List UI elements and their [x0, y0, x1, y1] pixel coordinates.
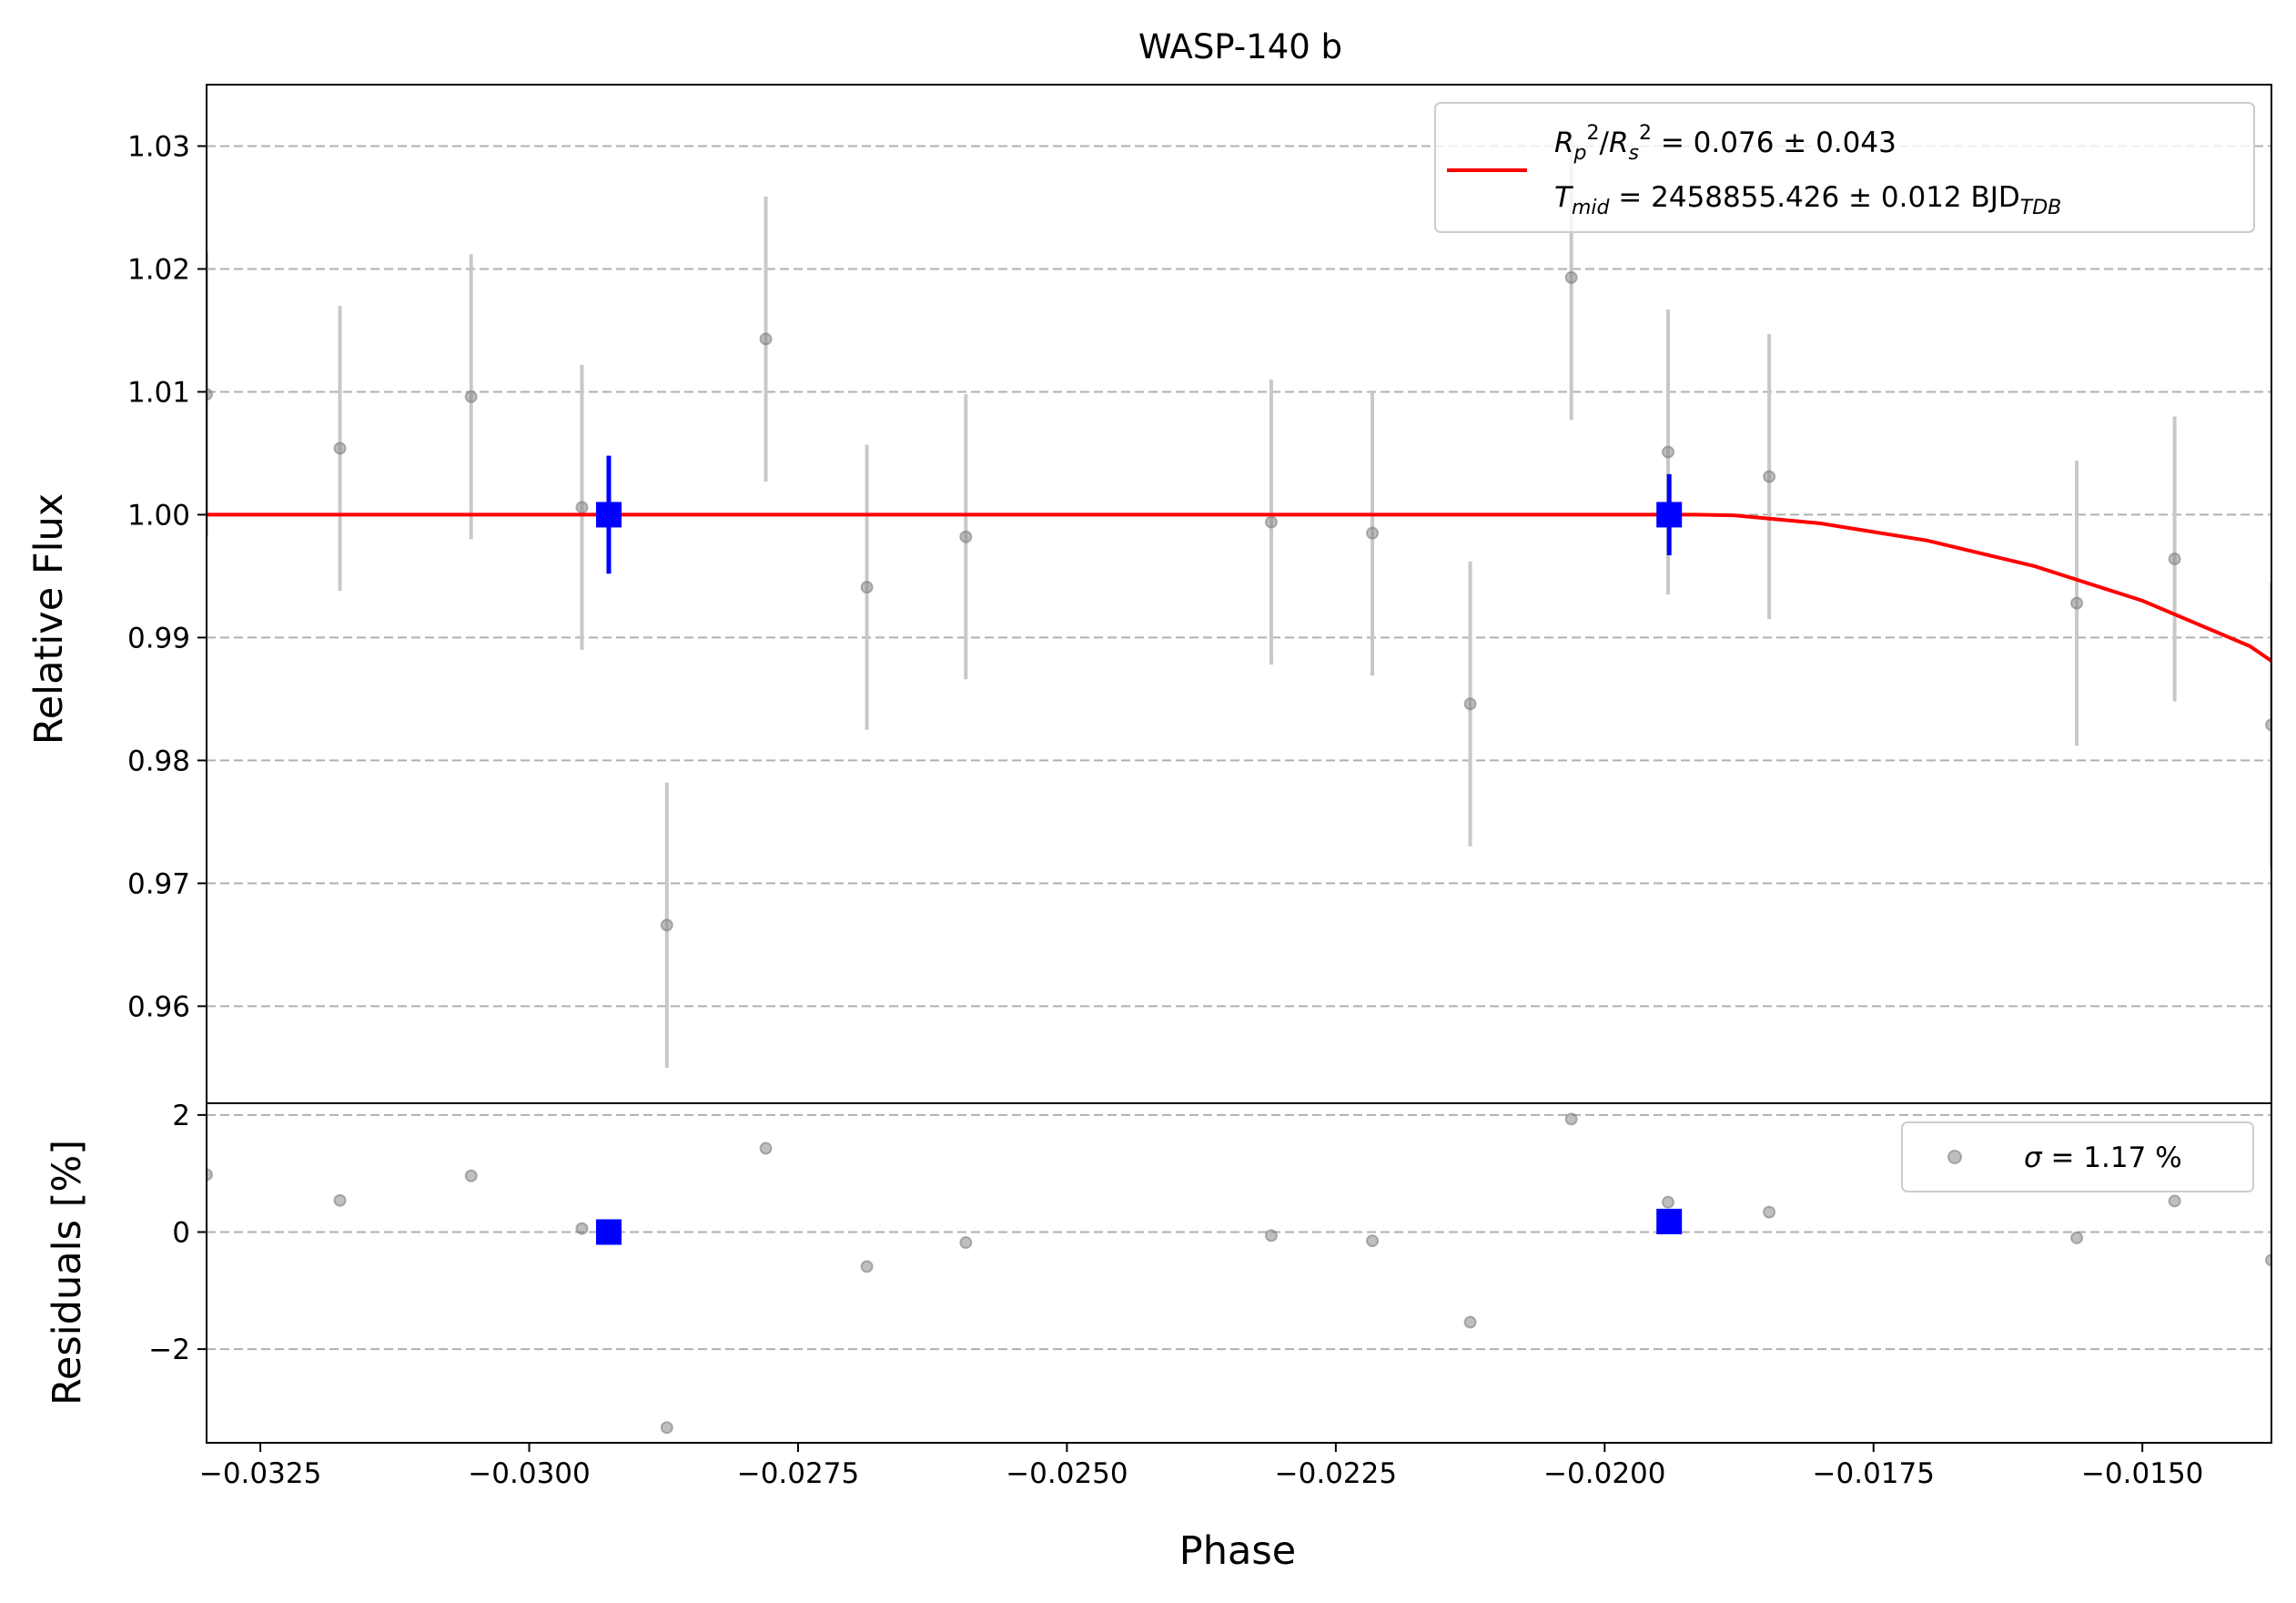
legend-tmid-label: Tmid = 2458855.426 ± 0.012 BJDTDB — [1554, 181, 2061, 219]
residual-y-tick-label: 0 — [172, 1216, 190, 1249]
main-data-point — [1264, 515, 1278, 529]
legend-tdb-subscript: TDB — [2020, 197, 2061, 219]
x-axis-label: Phase — [1179, 1528, 1296, 1574]
x-tick-label: −0.0150 — [2081, 1457, 2203, 1490]
main-data-point — [575, 501, 589, 514]
main-binned-point — [1656, 502, 1683, 528]
main-y-tick-label: 0.96 — [127, 990, 190, 1023]
main-data-point — [2265, 718, 2271, 732]
residual-data-point — [660, 1421, 673, 1435]
residual-binned-point — [595, 1219, 622, 1245]
legend-t-symbol: T — [1554, 181, 1573, 214]
residual-data-point — [2168, 1194, 2181, 1208]
main-data-point — [860, 581, 874, 594]
legend-rp-subscript: p — [1573, 142, 1587, 165]
main-legend-frame — [1434, 102, 2255, 233]
residual-legend-label: σ = 1.17 % — [2024, 1141, 2182, 1174]
residual-data-point — [1366, 1234, 1380, 1248]
main-model-line — [207, 512, 2271, 663]
main-data-point — [2168, 553, 2181, 566]
residual-legend: σ = 1.17 % — [1901, 1121, 2254, 1192]
residual-legend-marker — [1947, 1150, 1962, 1164]
x-tick-label: −0.0200 — [1543, 1457, 1665, 1490]
residual-data-point — [207, 1168, 213, 1182]
main-data-point — [2070, 596, 2084, 610]
main-data-point — [1564, 270, 1578, 284]
residual-data-point — [2070, 1231, 2084, 1244]
legend-rp-superscript: 2 — [1587, 122, 1600, 145]
residual-binned-point — [1656, 1208, 1683, 1234]
legend-rp-symbol: R — [1554, 127, 1574, 159]
residual-legend-frame — [1901, 1121, 2254, 1192]
main-y-tick-label: 0.97 — [127, 867, 190, 900]
legend-rp-rs-label: Rp2/Rs2 = 0.076 ± 0.043 — [1554, 122, 1896, 165]
main-y-tick-label: 1.02 — [127, 253, 190, 286]
main-data-point — [333, 441, 347, 455]
main-binned-point — [595, 502, 622, 528]
main-y-tick-label: 1.03 — [127, 130, 190, 163]
legend-slash: / — [1600, 127, 1610, 159]
residual-legend-value: = 1.17 % — [2042, 1141, 2182, 1174]
residual-data-point — [1662, 1195, 1675, 1209]
residual-data-point — [860, 1260, 874, 1273]
residual-plot-area — [207, 1112, 2271, 1435]
main-y-tick-label: 0.98 — [127, 745, 190, 777]
main-y-tick-label: 0.99 — [127, 622, 190, 654]
residual-frame — [206, 1102, 2272, 1444]
main-data-point — [207, 388, 213, 401]
residual-y-tick-label: 2 — [172, 1100, 190, 1132]
residual-data-point — [959, 1236, 973, 1250]
x-tick-label: −0.0225 — [1275, 1457, 1397, 1490]
x-tick-label: −0.0250 — [1006, 1457, 1128, 1490]
main-y-tick-label: 1.00 — [127, 499, 190, 532]
residual-panel: −2 0 2 −0.0325 −0.0300 −0.0275 −0.0250 −0.0225 −… — [148, 1100, 2272, 1490]
main-data-point — [1463, 697, 1477, 711]
residual-legend-sigma: σ — [2024, 1141, 2043, 1174]
residual-data-point — [575, 1222, 589, 1235]
legend-rs-superscript: 2 — [1639, 122, 1652, 145]
main-panel: 0.96 0.97 0.98 0.99 1.00 1.01 1.02 1.03 — [127, 84, 2272, 1104]
residual-y-axis-label: Residuals [%] — [45, 1140, 90, 1405]
main-data-point — [660, 918, 673, 932]
legend-t-subscript: mid — [1572, 197, 1611, 219]
main-data-point — [759, 332, 773, 346]
residual-data-point — [1463, 1315, 1477, 1329]
residual-data-point — [1763, 1205, 1776, 1219]
residual-data-point — [759, 1141, 773, 1155]
residual-data-point — [1264, 1229, 1278, 1243]
residual-data-point — [333, 1193, 347, 1207]
x-tick-label: −0.0325 — [199, 1457, 321, 1490]
legend-rs-symbol: R — [1609, 127, 1629, 159]
residual-y-tick-label: −2 — [148, 1334, 190, 1366]
x-tick-label: −0.0175 — [1813, 1457, 1935, 1490]
legend-tmid-value: = 2458855.426 ± 0.012 BJD — [1609, 181, 2019, 214]
main-y-axis-label: Relative Flux — [26, 493, 72, 745]
main-legend: Rp2/Rs2 = 0.076 ± 0.043 Tmid = 2458855.4… — [1434, 102, 2255, 233]
x-tick-label: −0.0275 — [737, 1457, 859, 1490]
main-data-point — [1662, 445, 1675, 459]
residual-data-point — [464, 1169, 478, 1182]
legend-rp-rs-value: = 0.076 ± 0.043 — [1652, 127, 1896, 159]
main-data-point — [959, 530, 973, 543]
main-data-point — [464, 390, 478, 403]
residual-data-point — [1564, 1112, 1578, 1126]
legend-rs-subscript: s — [1629, 142, 1639, 165]
main-data-point — [1763, 470, 1776, 483]
main-y-tick-label: 1.01 — [127, 376, 190, 409]
main-plot-area — [207, 135, 2271, 1068]
x-tick-label: −0.0300 — [468, 1457, 590, 1490]
chart-title: WASP-140 b — [1138, 27, 1342, 66]
residual-data-point — [2265, 1253, 2271, 1267]
main-data-point — [1366, 526, 1380, 540]
